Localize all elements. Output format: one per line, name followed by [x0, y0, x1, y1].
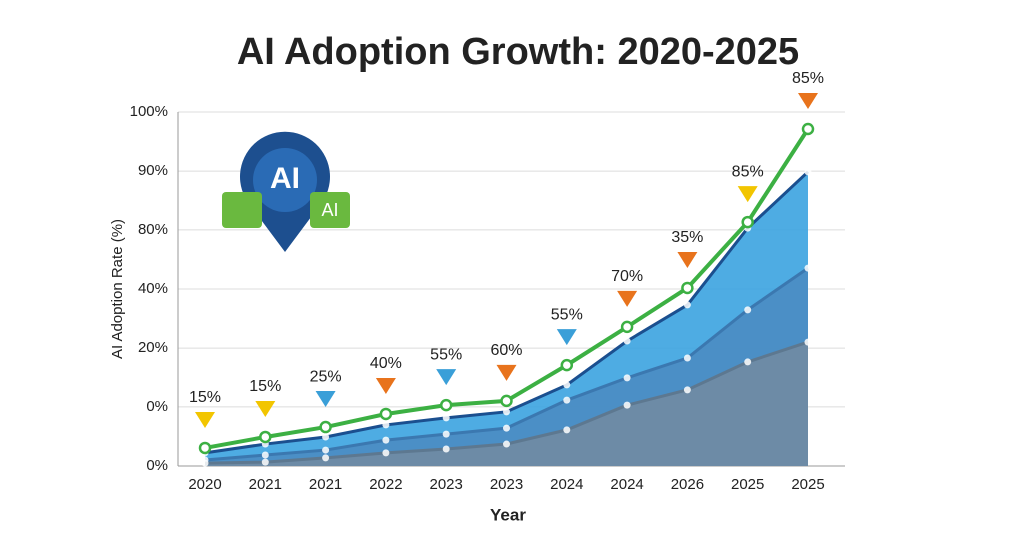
- annotation-marker: [617, 290, 638, 307]
- y-tick-label: 90%: [138, 162, 168, 179]
- annotation-marker: [737, 186, 758, 203]
- y-tick-label: 40%: [138, 280, 168, 297]
- annotation-label: 85%: [732, 163, 764, 180]
- point: [744, 358, 752, 366]
- point: [804, 338, 812, 346]
- x-tick-label: 2026: [671, 476, 704, 493]
- y-axis-label: AI Adoption Rate (%): [109, 219, 126, 359]
- x-tick-label: 2023: [430, 476, 463, 493]
- annotation-label: 25%: [310, 368, 342, 385]
- point: [201, 459, 209, 467]
- point: [503, 440, 510, 448]
- point: [804, 264, 812, 272]
- annotation-label: 35%: [671, 229, 703, 246]
- annotation-label: 55%: [551, 306, 583, 323]
- annotation-label: 60%: [490, 342, 522, 359]
- x-tick-label: 2024: [610, 476, 643, 493]
- point: [744, 306, 752, 314]
- x-axis-label: Year: [490, 505, 526, 524]
- point: [442, 430, 450, 438]
- x-tick-label: 2021: [309, 476, 342, 493]
- point: [322, 446, 330, 454]
- x-tick-label: 2022: [369, 476, 402, 493]
- point: [382, 436, 390, 444]
- point: [623, 401, 631, 409]
- point: [503, 408, 510, 416]
- x-tick-label: 2023: [490, 476, 523, 493]
- point: [261, 458, 269, 466]
- point: [741, 215, 754, 229]
- point: [261, 451, 269, 459]
- point: [563, 426, 571, 434]
- annotation-marker: [315, 391, 336, 408]
- y-tick-label: 20%: [138, 339, 168, 356]
- annotation-marker: [195, 411, 215, 428]
- annotation-marker: [496, 364, 517, 381]
- logo-badge-text: AI: [321, 200, 338, 220]
- annotation-label: 40%: [370, 355, 402, 372]
- point: [560, 358, 574, 372]
- annotation-label: 55%: [430, 346, 462, 363]
- point: [382, 449, 390, 457]
- logo-core: [253, 148, 317, 212]
- point: [379, 407, 393, 421]
- point: [623, 337, 631, 345]
- point: [804, 168, 812, 176]
- point: [382, 421, 390, 429]
- x-tick-label: 2021: [249, 476, 282, 493]
- point: [623, 374, 631, 382]
- point: [439, 398, 453, 412]
- annotation-label: 15%: [189, 389, 221, 406]
- y-tick-label: 100%: [130, 103, 168, 120]
- area: [205, 342, 808, 466]
- point: [442, 445, 450, 453]
- logo: AI AI: [222, 131, 350, 252]
- chart-title: AI Adoption Growth: 2020-2025: [237, 31, 799, 73]
- point: [503, 424, 510, 432]
- y-tick-label: 0%: [146, 398, 168, 415]
- point: [319, 420, 332, 434]
- x-tick-label: 2025: [791, 476, 824, 493]
- annotation-marker: [375, 377, 396, 394]
- point: [259, 430, 272, 444]
- annotation-label: 85%: [792, 70, 824, 87]
- point: [620, 320, 634, 334]
- annotation-label: 70%: [611, 268, 643, 285]
- point: [563, 396, 571, 404]
- annotation-marker: [677, 251, 698, 268]
- logo-badge-right: [310, 192, 350, 228]
- x-tick-label: 2024: [550, 476, 583, 493]
- annotation-marker: [255, 400, 276, 417]
- x-tick-label: 2020: [188, 476, 221, 493]
- point: [198, 441, 212, 455]
- point: [322, 454, 330, 462]
- point: [442, 414, 450, 422]
- logo-badge-left: [222, 192, 262, 228]
- point: [683, 301, 691, 309]
- annotation-marker: [436, 369, 457, 386]
- annotation-marker: [798, 92, 818, 109]
- y-tick-label: 80%: [138, 221, 168, 238]
- point: [801, 122, 815, 136]
- point: [683, 386, 691, 394]
- logo-text: AI: [270, 162, 300, 195]
- annotation-label: 15%: [249, 378, 281, 395]
- x-tick-label: 2025: [731, 476, 764, 493]
- plot-area: 0% 0% 20% 40% 80% 90% 100% 2020 2021 2021 2022 2023…: [130, 70, 845, 493]
- point: [500, 394, 513, 408]
- point: [681, 281, 694, 295]
- point: [563, 381, 571, 389]
- y-tick-label: 0%: [146, 457, 168, 474]
- annotation-marker: [556, 329, 577, 346]
- point: [322, 433, 330, 441]
- point: [683, 354, 691, 362]
